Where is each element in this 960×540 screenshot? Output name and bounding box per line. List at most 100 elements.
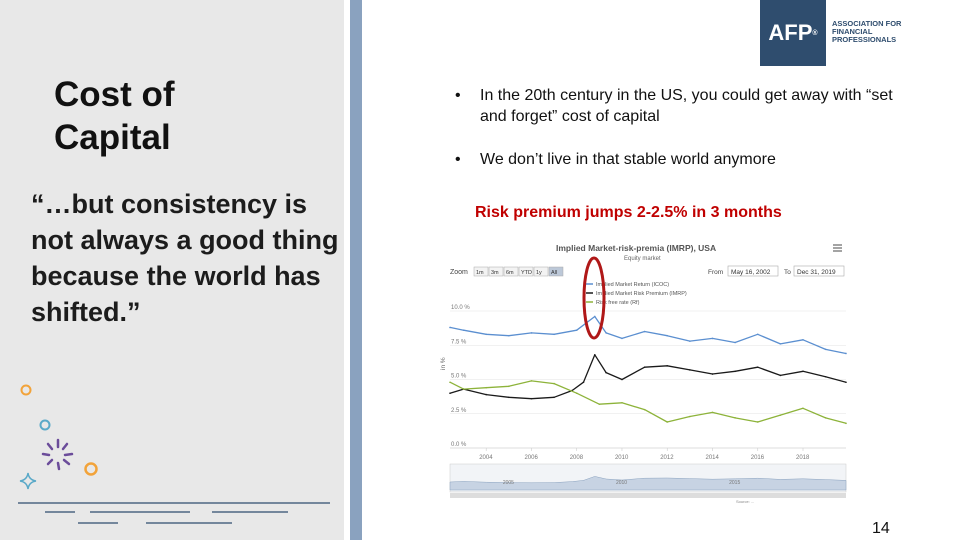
- zoom-button-ytd[interactable]: [518, 266, 534, 277]
- highlight-ellipse: [582, 256, 606, 340]
- bullet-dot: •: [455, 87, 461, 104]
- legend-entry[interactable]: Implied Market Return (ICOC): [596, 282, 669, 288]
- to-label: To: [784, 269, 791, 276]
- data-point: [621, 378, 623, 381]
- y-tick-label: 7.5 %: [451, 339, 467, 345]
- legend-entry[interactable]: Implied Market Risk Premium (IMRP): [596, 291, 687, 297]
- data-point: [462, 388, 465, 390]
- series-line: [449, 354, 847, 400]
- data-point: [643, 330, 646, 333]
- data-point: [824, 417, 827, 419]
- data-point: [449, 326, 451, 329]
- chart-title: Implied Market-risk-premia (IMRP), USA: [556, 243, 716, 253]
- zoom-buttons[interactable]: 1m 3m 6m YTD 1y All: [473, 266, 564, 277]
- data-point: [666, 421, 669, 423]
- data-point: [779, 374, 782, 377]
- y-tick-label: 2.5 %: [451, 408, 467, 414]
- data-point: [845, 422, 847, 425]
- x-tick-label: 2018: [796, 455, 810, 461]
- data-point: [666, 365, 669, 367]
- data-point: [689, 415, 691, 418]
- data-point: [824, 348, 827, 351]
- data-point: [802, 407, 804, 410]
- zoom-button-1m[interactable]: [473, 266, 489, 277]
- zoom-button-1y[interactable]: [533, 266, 549, 277]
- navigator-tick-label: 2005: [503, 480, 514, 486]
- data-point: [553, 396, 555, 399]
- data-point: [508, 334, 510, 337]
- from-date-input[interactable]: [727, 265, 779, 277]
- imrp-chart: Implied Market-risk-premia (IMRP), USA E…: [440, 243, 847, 504]
- teal-circle-icon: [39, 419, 51, 431]
- data-point: [508, 385, 510, 388]
- zoom-button-3m[interactable]: [488, 266, 504, 277]
- x-tick-label: 2016: [751, 455, 765, 461]
- data-point: [711, 411, 714, 414]
- zoom-button-label: 3m: [491, 270, 499, 276]
- scrollbar[interactable]: [450, 493, 846, 498]
- data-point: [845, 381, 847, 384]
- data-point: [643, 408, 646, 411]
- chart-subtitle: Equity market: [624, 256, 661, 262]
- sparkle-icon: [19, 472, 37, 490]
- data-point: [594, 315, 596, 318]
- zoom-button-all[interactable]: [548, 266, 564, 277]
- chart-legend: Implied Market Return (ICOC) Implied Mark…: [586, 282, 687, 306]
- risk-premium-callout: Risk premium jumps 2-2.5% in 3 months: [475, 204, 782, 221]
- zoom-button-label: 6m: [506, 270, 514, 276]
- data-point: [605, 332, 607, 334]
- series-line: [449, 380, 847, 424]
- data-point: [666, 334, 669, 337]
- from-date-value: May 16, 2002: [731, 269, 771, 276]
- decorative-graphics: [18, 384, 330, 524]
- title-line-1: Cost of: [54, 75, 175, 114]
- data-point: [553, 333, 555, 336]
- title-line-2: Capital: [54, 118, 171, 157]
- left-panel: [0, 0, 344, 540]
- legend-entry[interactable]: Risk free rate (Rf): [596, 300, 640, 306]
- data-point: [462, 329, 465, 331]
- slide-title: Cost of Capital: [54, 73, 175, 159]
- bullet-item: • In the 20th century in the US, you cou…: [455, 85, 925, 129]
- orange-circle-icon: [84, 462, 98, 476]
- data-point: [756, 421, 759, 423]
- navigator-tick-label: 2010: [616, 480, 627, 486]
- data-point: [485, 386, 488, 389]
- y-tick-label: 0.0 %: [451, 442, 467, 448]
- data-point: [711, 373, 714, 375]
- data-point: [575, 392, 578, 394]
- y-tick-label: 5.0 %: [451, 374, 467, 380]
- x-tick-label: 2004: [479, 455, 493, 461]
- data-point: [605, 371, 607, 374]
- data-point: [824, 375, 827, 378]
- data-point: [621, 337, 623, 340]
- afp-logo: AFP ® ASSOCIATION FOR FINANCIAL PROFESSIO…: [760, 0, 914, 66]
- data-point: [485, 333, 488, 336]
- page-number: 14: [872, 520, 890, 537]
- navigator-ticks: 2005 2010 2015: [503, 480, 741, 486]
- orange-circle-icon: [20, 384, 32, 396]
- zoom-button-6m[interactable]: [503, 266, 519, 277]
- to-date-input[interactable]: [793, 265, 845, 277]
- data-point: [689, 369, 691, 371]
- x-tick-label: 2008: [570, 455, 584, 461]
- data-point: [711, 337, 714, 340]
- data-point: [621, 401, 623, 404]
- data-point: [575, 329, 578, 331]
- y-tick-label: 10.0 %: [451, 305, 470, 311]
- decorative-lines: [18, 502, 330, 524]
- data-point: [802, 370, 804, 373]
- data-point: [449, 381, 451, 384]
- x-tick-label: 2006: [524, 455, 538, 461]
- data-point: [553, 382, 555, 385]
- zoom-button-label: 1y: [536, 270, 542, 276]
- x-tick-label: 2014: [705, 455, 719, 461]
- burst-icon: [41, 438, 74, 471]
- data-point: [756, 366, 759, 368]
- data-point: [802, 338, 804, 341]
- data-point: [530, 397, 533, 400]
- afp-logo-text: ASSOCIATION FOR FINANCIAL PROFESSIONALS: [832, 19, 902, 44]
- bullet-dot: •: [455, 151, 461, 168]
- data-point: [734, 341, 736, 344]
- data-point: [756, 333, 759, 336]
